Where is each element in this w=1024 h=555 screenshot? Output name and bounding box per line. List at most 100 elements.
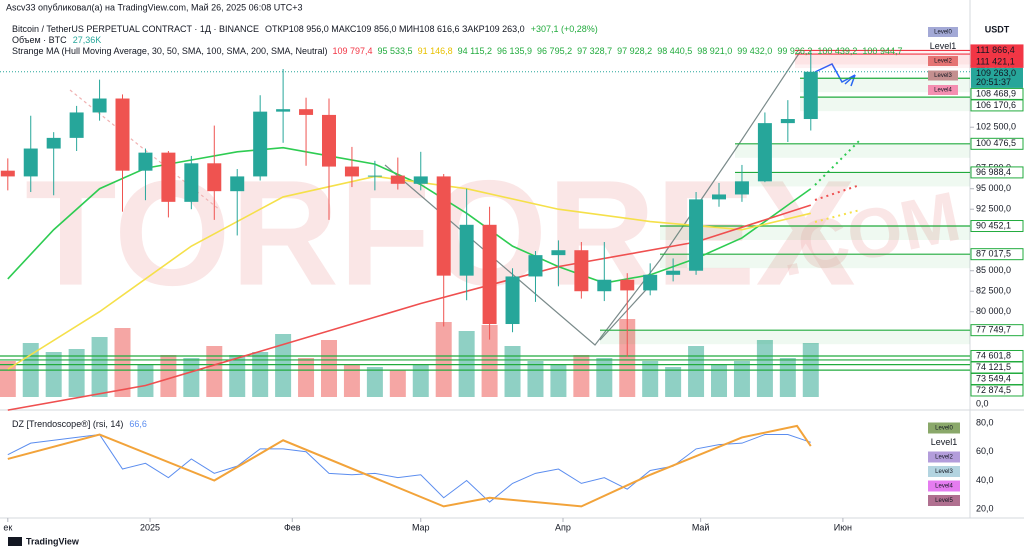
- candle-body: [780, 119, 795, 124]
- volume-bar: [137, 364, 154, 397]
- volume-bar: [711, 364, 728, 397]
- volume-bar: [389, 370, 406, 397]
- x-tick-label: 2025: [140, 522, 160, 532]
- candle-body: [23, 148, 38, 177]
- ma-legend: Strange MA (Hull Moving Average, 30, 50,…: [12, 46, 902, 56]
- rsi-tick-label: 20,0: [976, 504, 994, 514]
- candle-body: [505, 276, 520, 325]
- y-tick-label: 92 500,0: [976, 204, 1011, 214]
- level-label: 100 476,5: [976, 138, 1016, 148]
- level-label: 96 988,4: [976, 167, 1011, 177]
- rsi-tick-label: 40,0: [976, 475, 994, 485]
- plot-layer: 0,0 80 000,0 82 500,0 85 000,0 92 500,0 95 00…: [0, 27, 1024, 532]
- level-label: 73 549,4: [976, 373, 1011, 383]
- volume-bar: [68, 349, 85, 397]
- level-tag: Level3: [934, 73, 952, 79]
- y-tick-label: 85 000,0: [976, 265, 1011, 275]
- logo-icon: [8, 537, 22, 546]
- rsi-tick-label: 80,0: [976, 417, 994, 427]
- level-label-box: [970, 99, 1024, 112]
- volume-legend: Объем · BTC 27,36K: [12, 35, 101, 45]
- change: +307,1 (+0,28%): [531, 24, 598, 34]
- volume-tick-label: 0,0: [976, 398, 989, 408]
- volume-bar: [504, 346, 521, 397]
- rsi-tag: Level3: [935, 469, 953, 475]
- level-tag: Level0: [934, 30, 952, 36]
- level-label: 77 749,7: [976, 325, 1011, 335]
- rsi-tick-label: 60,0: [976, 446, 994, 456]
- candle-body: [321, 114, 336, 167]
- volume-bar: [229, 355, 246, 397]
- candle-body: [757, 123, 772, 182]
- volume-bar: [550, 364, 567, 397]
- x-tick-label: Июн: [834, 522, 852, 532]
- x-tick-label: Фев: [284, 522, 301, 532]
- candle-body: [689, 199, 704, 271]
- candle-body: [184, 163, 199, 202]
- symbol: Bitcoin / TetherUS PERPETUAL CONTRACT · …: [12, 24, 259, 34]
- volume-bar: [458, 331, 475, 397]
- volume-bar: [733, 361, 750, 397]
- level-label: 111 866,4: [976, 45, 1015, 55]
- candle-body: [620, 279, 635, 291]
- level-label: 72 874,5: [976, 385, 1011, 395]
- volume-bar: [298, 358, 315, 397]
- level-tag-box: [928, 70, 958, 81]
- volume-bar: [619, 319, 636, 397]
- ma-value: 91 146,8: [418, 46, 453, 56]
- level-zone: [660, 254, 970, 269]
- quote: ОТКР108 956,0 МАКС109 856,0 МИН108 616,6…: [265, 24, 525, 34]
- level-tag-box: [928, 27, 958, 37]
- volume-title: Объем · BTC: [12, 35, 67, 45]
- rsi-tag-box: [928, 451, 960, 463]
- volume-bar: [779, 358, 796, 397]
- level-tag: Level1: [930, 41, 957, 51]
- ma-title: Strange MA (Hull Moving Average, 30, 50,…: [12, 46, 327, 56]
- ma-value: 100 439,2: [817, 46, 857, 56]
- candle-body: [459, 224, 474, 276]
- candle-body: [390, 175, 405, 184]
- rsi-tag-box: [928, 466, 960, 477]
- ma-value: 109 797,4: [332, 46, 372, 56]
- candle-body: [92, 98, 107, 113]
- level-label-box: [970, 55, 1024, 68]
- ma-value: 98 440,5: [657, 46, 692, 56]
- forecast-arrow-head: [844, 74, 856, 87]
- level-zone: [735, 143, 970, 158]
- ma-value: 95 533,5: [378, 46, 413, 56]
- volume-bar: [206, 346, 223, 397]
- volume-bar: [91, 337, 108, 397]
- volume-bar: [756, 340, 773, 397]
- level-label: 87 017,5: [976, 249, 1011, 259]
- current-price-label: 109 263,0: [976, 68, 1016, 78]
- candle-body: [138, 152, 153, 171]
- candle-body: [413, 176, 428, 184]
- y-tick-label: 80 000,0: [976, 306, 1011, 316]
- rsi-tag: Level2: [935, 455, 953, 461]
- volume-value: 27,36K: [73, 35, 102, 45]
- volume-bar: [275, 334, 292, 397]
- candle-body: [367, 175, 382, 177]
- candle-body: [803, 71, 818, 120]
- volume-bar: [573, 355, 590, 397]
- candle-body: [69, 112, 84, 138]
- rsi-tag: Level0: [935, 426, 953, 432]
- candle-body: [299, 109, 314, 115]
- level-label: 108 468,9: [976, 88, 1016, 98]
- ma-value: 94 115,2: [458, 46, 492, 56]
- candle-body: [230, 176, 245, 192]
- projections: [814, 139, 861, 223]
- level-zone: [600, 330, 970, 345]
- level-label-box: [970, 166, 1024, 179]
- volume-bar: [320, 340, 337, 397]
- candle-body: [734, 181, 749, 195]
- y-tick-label: 95 000,0: [976, 183, 1011, 193]
- candle-body: [344, 166, 359, 177]
- level-label: 74 601,8: [976, 350, 1011, 360]
- volume-bar: [642, 361, 659, 397]
- level-label: 90 452,1: [976, 220, 1011, 230]
- volume-bar: [45, 352, 62, 397]
- ma-value: 99 432,0: [737, 46, 772, 56]
- level-label-box: [970, 324, 1024, 337]
- rsi-zigzag: [7, 424, 812, 508]
